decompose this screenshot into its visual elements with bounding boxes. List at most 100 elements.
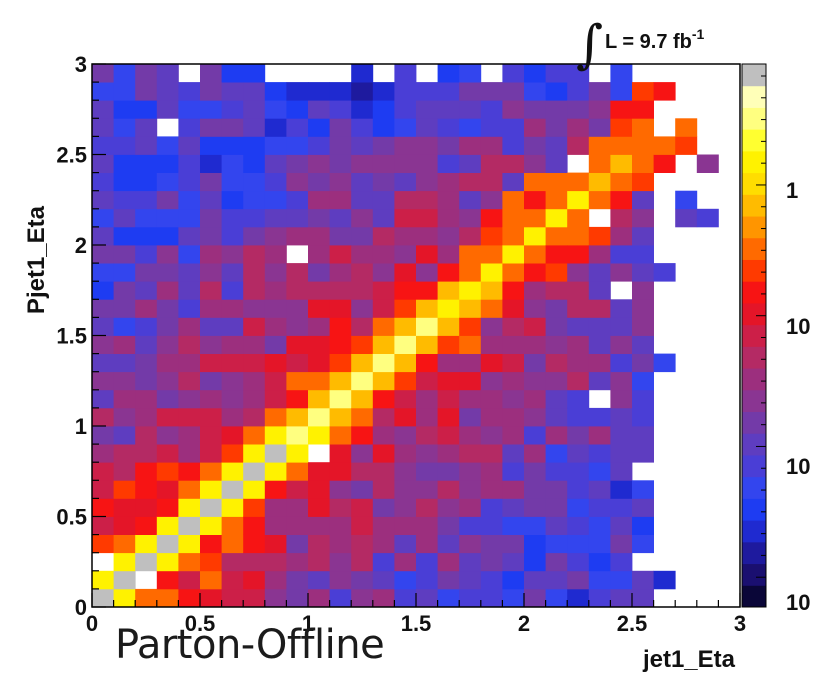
heatmap-cell [524, 444, 546, 463]
heatmap-cell [567, 462, 590, 481]
heatmap-cell [372, 100, 395, 119]
heatmap-cell [286, 154, 309, 173]
colorbar-segment [742, 237, 766, 260]
heatmap-cell [459, 462, 482, 481]
heatmap-cell [200, 552, 222, 572]
heatmap-cell [286, 534, 309, 554]
heatmap-cell [178, 317, 201, 336]
heatmap-cell [243, 136, 266, 155]
heatmap-cell [524, 226, 546, 246]
heatmap-cell [156, 263, 179, 282]
heatmap-cell [200, 407, 222, 427]
heatmap-cell [351, 498, 374, 517]
heatmap-cell [113, 172, 136, 192]
heatmap-cell [567, 100, 590, 119]
heatmap-cell [243, 552, 266, 572]
heatmap-cell [243, 570, 266, 590]
heatmap-cell [329, 136, 352, 155]
heatmap-cell [567, 299, 590, 318]
heatmap-cell [329, 588, 352, 608]
heatmap-cell [567, 245, 590, 264]
colorbar-segment [742, 216, 766, 239]
heatmap-cell [610, 389, 633, 409]
heatmap-cell [156, 353, 179, 373]
heatmap-cell [416, 226, 438, 246]
heatmap-cell [632, 136, 654, 155]
heatmap-cell [394, 245, 417, 264]
heatmap-cell [567, 226, 590, 246]
heatmap-cell [92, 190, 114, 210]
heatmap-cell [178, 172, 201, 192]
heatmap-cell [329, 100, 352, 119]
heatmap-cell [264, 588, 287, 608]
heatmap-cell [308, 516, 330, 535]
heatmap-cell [416, 208, 438, 228]
heatmap-cell [437, 389, 460, 409]
heatmap-cell [243, 462, 266, 481]
heatmap-cell [610, 570, 633, 590]
heatmap-cell [351, 407, 374, 427]
heatmap-cell [480, 118, 503, 137]
heatmap-cell [264, 172, 287, 192]
heatmap-cell [264, 444, 287, 463]
heatmap-cell [524, 534, 546, 554]
heatmap-cell [286, 552, 309, 572]
heatmap-cell [480, 82, 503, 101]
heatmap-cell [567, 480, 590, 499]
heatmap-cell [243, 371, 266, 391]
heatmap-cell [221, 100, 244, 119]
heatmap-cell [459, 263, 482, 282]
colorbar-segment [742, 454, 766, 478]
heatmap-cell [394, 118, 417, 137]
heatmap-cell [156, 64, 179, 83]
heatmap-cell [156, 389, 179, 409]
heatmap-cells [92, 64, 719, 608]
heatmap-cell [610, 172, 633, 192]
heatmap-cell [502, 516, 525, 535]
heatmap-cell [610, 588, 633, 608]
heatmap-cell [610, 534, 633, 554]
heatmap-cell [372, 263, 395, 282]
heatmap-cell [437, 208, 460, 228]
heatmap-cell [567, 407, 590, 427]
heatmap-cell [264, 426, 287, 445]
heatmap-cell [329, 154, 352, 173]
y-tick-label: 2.5 [56, 143, 87, 168]
heatmap-cell [459, 226, 482, 246]
heatmap-cell [351, 100, 374, 119]
heatmap-cell [286, 263, 309, 282]
heatmap-cell [308, 190, 330, 210]
heatmap-cell [545, 263, 568, 282]
heatmap-cell [480, 407, 503, 427]
heatmap-cell [178, 570, 201, 590]
heatmap-cell [264, 552, 287, 572]
heatmap-cell [243, 516, 266, 535]
heatmap-cell [351, 263, 374, 282]
heatmap-cell [286, 82, 309, 101]
heatmap-cell [92, 335, 114, 354]
heatmap-cell [416, 480, 438, 499]
heatmap-cell [200, 498, 222, 517]
heatmap-cell [308, 226, 330, 246]
heatmap-cell [480, 444, 503, 463]
luminosity-exponent: -1 [692, 26, 705, 42]
heatmap-cell [264, 480, 287, 499]
heatmap-cell [567, 552, 590, 572]
heatmap-cell [480, 462, 503, 481]
heatmap-cell [459, 353, 482, 373]
heatmap-cell [329, 317, 352, 336]
heatmap-cell [221, 136, 244, 155]
heatmap-cell [545, 588, 568, 608]
heatmap-cell [135, 389, 158, 409]
heatmap-cell [459, 335, 482, 354]
heatmap-cell [437, 371, 460, 391]
heatmap-cell [524, 281, 546, 300]
heatmap-cell [502, 534, 525, 554]
heatmap-cell [394, 208, 417, 228]
heatmap-cell [221, 82, 244, 101]
heatmap-cell [156, 498, 179, 517]
heatmap-cell [264, 281, 287, 300]
heatmap-cell [459, 570, 482, 590]
heatmap-cell [632, 570, 654, 590]
heatmap-cell [329, 299, 352, 318]
